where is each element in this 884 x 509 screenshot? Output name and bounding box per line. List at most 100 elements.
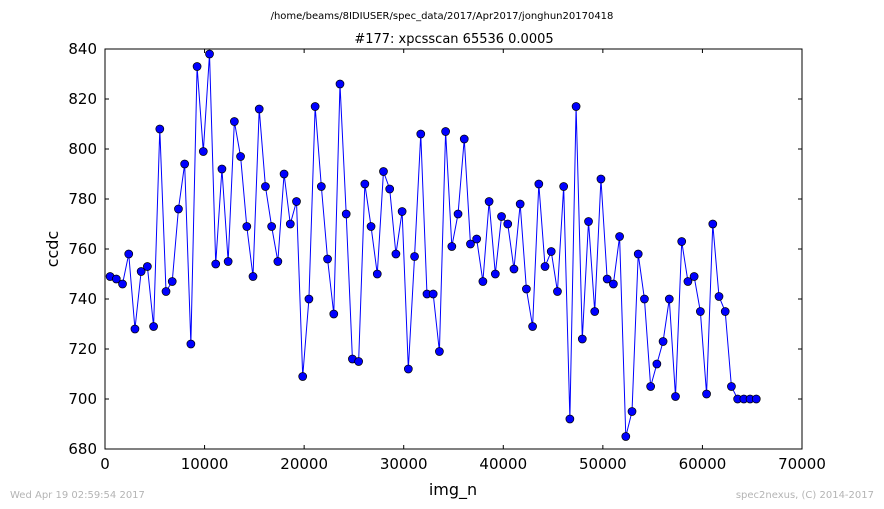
data-point xyxy=(696,307,705,316)
data-point xyxy=(372,269,382,279)
data-point xyxy=(236,152,245,161)
x-tick-label: 70000 xyxy=(778,455,826,473)
x-axis-label: img_n xyxy=(429,480,477,500)
data-point xyxy=(329,309,339,319)
data-point xyxy=(609,279,618,289)
data-point xyxy=(602,274,612,284)
data-point xyxy=(540,262,550,271)
data-point xyxy=(577,334,587,344)
data-point xyxy=(503,219,513,229)
data-point xyxy=(571,102,581,111)
y-tick-label: 720 xyxy=(68,340,97,358)
data-point xyxy=(459,134,469,144)
data-point xyxy=(267,222,276,231)
data-point xyxy=(242,222,252,231)
data-point xyxy=(528,322,537,331)
x-tick-label: 50000 xyxy=(579,455,627,473)
data-point xyxy=(385,184,395,194)
data-point xyxy=(416,129,426,139)
data-point xyxy=(534,179,544,189)
x-tick-label: 60000 xyxy=(679,455,727,473)
data-point xyxy=(646,382,656,391)
y-tick-label: 840 xyxy=(68,40,97,58)
data-point xyxy=(751,394,761,404)
data-point xyxy=(273,257,283,266)
data-point xyxy=(174,204,183,214)
data-point xyxy=(509,264,519,274)
data-point xyxy=(118,279,127,289)
data-point xyxy=(198,147,208,156)
data-point xyxy=(186,339,196,349)
data-point xyxy=(714,292,724,301)
data-point xyxy=(111,274,121,284)
data-point xyxy=(472,234,482,244)
data-point xyxy=(217,164,227,174)
data-point xyxy=(621,432,631,441)
data-point xyxy=(435,347,444,356)
data-point xyxy=(360,179,370,189)
data-point xyxy=(130,324,140,334)
data-point xyxy=(211,259,221,269)
data-point xyxy=(720,307,730,316)
data-point xyxy=(323,254,332,264)
data-point xyxy=(192,62,202,71)
y-tick-label: 820 xyxy=(68,90,97,108)
data-point xyxy=(677,237,687,246)
x-tick-label: 10000 xyxy=(181,455,229,473)
y-tick-label: 800 xyxy=(68,140,97,158)
data-point xyxy=(689,272,699,281)
data-point xyxy=(285,219,295,229)
data-point xyxy=(379,167,388,176)
data-point xyxy=(155,124,165,134)
data-point xyxy=(553,287,562,296)
data-point xyxy=(640,294,649,304)
chart-title: #177: xpcsscan 65536 0.0005 xyxy=(354,32,553,47)
data-point xyxy=(708,219,718,229)
data-point xyxy=(136,267,146,276)
file-path-title: /home/beams/8IDIUSER/spec_data/2017/Apr2… xyxy=(271,11,614,22)
data-point xyxy=(316,182,326,191)
data-point xyxy=(180,159,190,169)
data-point xyxy=(403,364,413,374)
data-point xyxy=(633,249,643,259)
data-point xyxy=(683,277,693,286)
data-point xyxy=(205,49,214,59)
y-tick-label: 760 xyxy=(68,240,97,258)
data-point xyxy=(161,287,171,296)
data-point xyxy=(261,182,270,191)
y-tick-label: 700 xyxy=(68,390,97,408)
data-point xyxy=(223,257,233,266)
x-tick-label: 0 xyxy=(100,455,110,473)
data-point xyxy=(428,289,438,299)
data-point xyxy=(230,117,239,126)
data-point xyxy=(391,249,401,259)
data-point xyxy=(410,252,419,261)
data-point xyxy=(565,414,575,424)
data-point xyxy=(341,209,351,219)
data-point xyxy=(652,359,662,369)
axis-ticks: 0 10000 20000 30000 40000 50000 60000 70000 680 7… xyxy=(68,40,826,473)
y-axis-label: ccdc xyxy=(43,231,62,268)
data-point xyxy=(671,392,680,401)
y-tick-label: 780 xyxy=(68,190,97,208)
data-point xyxy=(584,217,593,226)
data-point xyxy=(310,102,320,111)
data-point xyxy=(478,277,488,286)
data-point xyxy=(596,174,606,184)
data-point xyxy=(615,232,624,241)
data-point xyxy=(522,284,531,294)
data-point xyxy=(466,239,475,249)
footer-credit: spec2nexus, (C) 2014-2017 xyxy=(736,490,874,501)
data-point xyxy=(497,212,506,221)
data-point xyxy=(658,337,668,346)
footer-timestamp: Wed Apr 19 02:59:54 2017 xyxy=(10,490,145,501)
data-point xyxy=(248,272,258,281)
x-tick-label: 30000 xyxy=(380,455,428,473)
data-point xyxy=(515,199,525,209)
data-point xyxy=(304,294,314,304)
data-point xyxy=(702,389,711,399)
y-tick-label: 680 xyxy=(68,440,97,458)
data-point xyxy=(453,209,463,219)
data-point xyxy=(546,247,556,256)
data-point xyxy=(292,197,301,206)
